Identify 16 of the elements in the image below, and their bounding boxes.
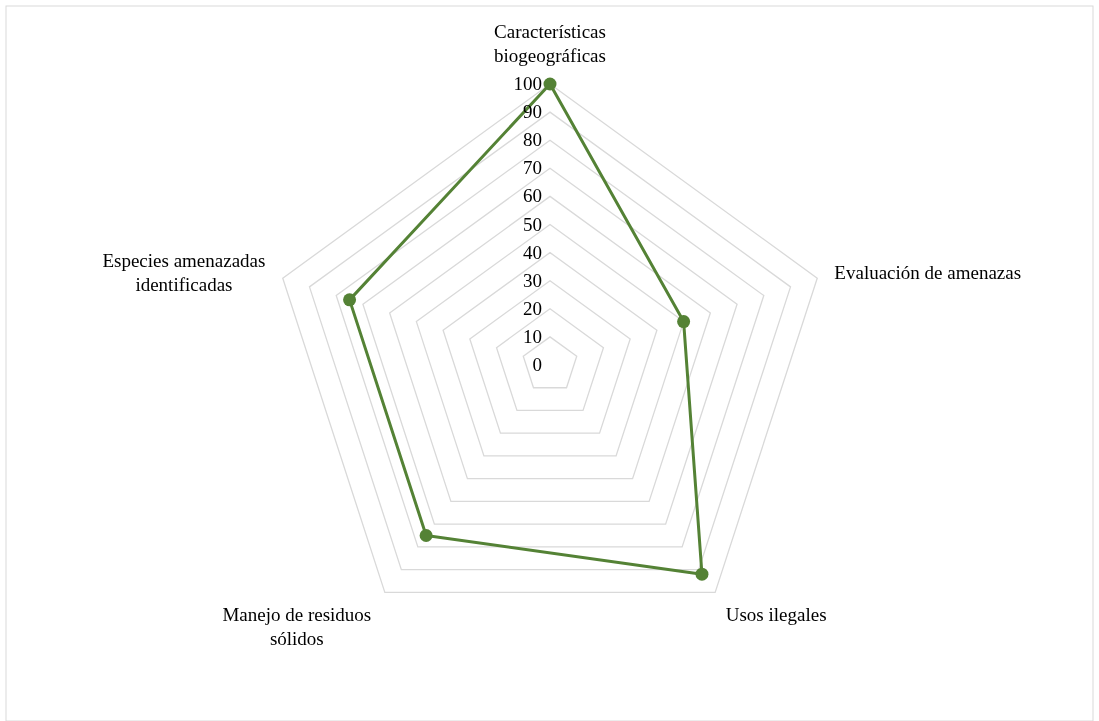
y-tick-label: 70 xyxy=(523,157,542,179)
spoke-label: Especies amenazadas identificadas xyxy=(102,249,266,295)
y-tick-label: 0 xyxy=(532,354,542,375)
spoke-label: Manejo de residuos sólidos xyxy=(222,603,372,649)
y-tick-label: 40 xyxy=(523,241,542,263)
y-tick-label: 60 xyxy=(523,185,542,207)
y-tick-label: 20 xyxy=(523,297,542,319)
spoke-label: Evaluación de amenazas xyxy=(834,261,1022,283)
y-tick-label: 100 xyxy=(513,73,542,94)
y-tick-label: 30 xyxy=(523,269,542,291)
y-tick-label: 80 xyxy=(523,129,542,151)
y-tick-label: 50 xyxy=(523,213,542,235)
spoke-label: Características biogeográficas xyxy=(494,21,606,66)
y-tick-label: 90 xyxy=(523,101,542,123)
y-tick-label: 10 xyxy=(523,325,542,347)
spoke-label: Usos ilegales xyxy=(725,603,827,625)
